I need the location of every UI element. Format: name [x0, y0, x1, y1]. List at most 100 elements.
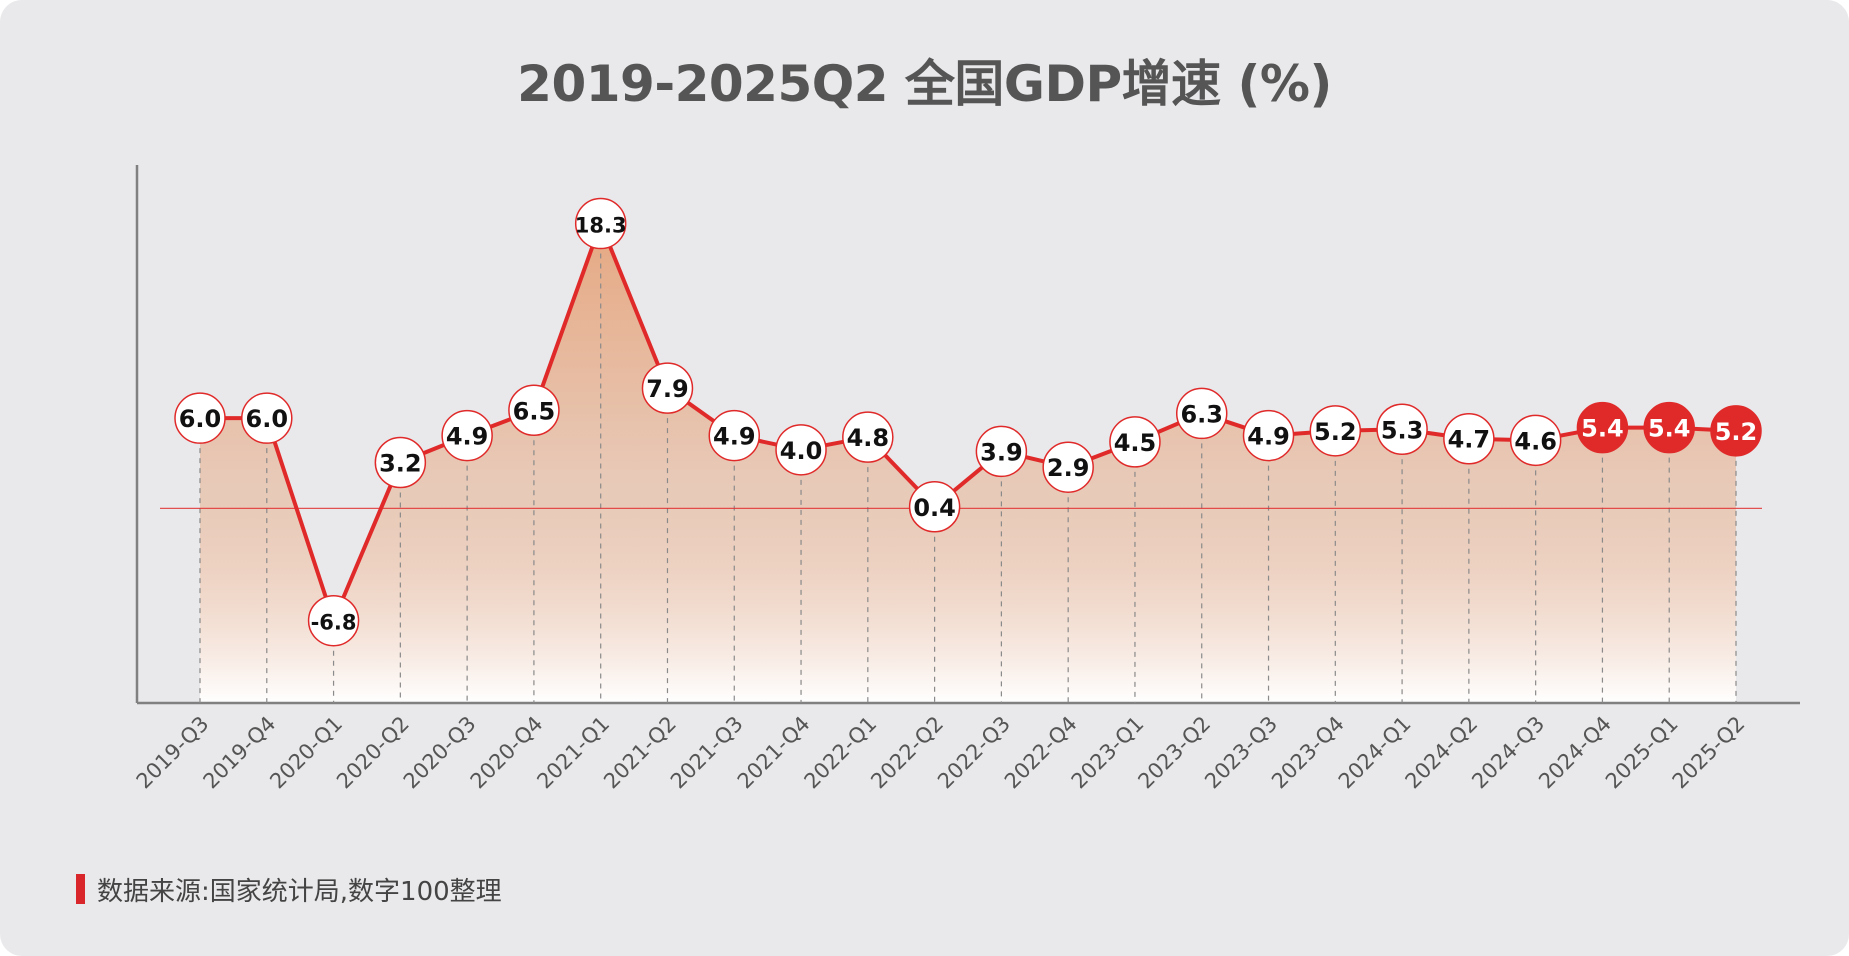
data-label: 6.5	[513, 397, 556, 425]
x-tick-label: 2019-Q3	[132, 712, 214, 794]
x-tick-label: 2024-Q2	[1401, 712, 1483, 794]
data-point-2019-q4: 6.0	[241, 392, 293, 444]
data-point-2024-q1: 5.3	[1376, 403, 1428, 456]
data-point-2022-q3: 3.9	[975, 425, 1028, 478]
data-point-2020-q1: -6.8	[307, 594, 360, 647]
point-marker	[1309, 405, 1362, 457]
data-point-2023-q2: 6.3	[1175, 387, 1228, 440]
data-point-2024-q3: 4.6	[1509, 414, 1562, 467]
data-label: 7.9	[646, 375, 689, 403]
point-marker	[1710, 405, 1762, 457]
point-marker	[1443, 412, 1495, 465]
data-label: 5.2	[1715, 418, 1758, 446]
data-label: 6.3	[1180, 400, 1223, 428]
point-marker	[1576, 401, 1629, 454]
data-point-2024-q4: 5.4	[1576, 401, 1629, 454]
data-label: -6.8	[311, 611, 357, 635]
x-tick-label: 2024-Q4	[1534, 712, 1616, 794]
data-label: 3.2	[379, 449, 422, 477]
data-point-2023-q4: 5.2	[1309, 405, 1362, 457]
data-label: 5.4	[1581, 415, 1624, 443]
data-label: 6.0	[246, 405, 289, 433]
x-tick-label: 2022-Q4	[1000, 712, 1082, 794]
point-marker	[1242, 409, 1295, 462]
point-marker	[174, 392, 226, 444]
source-marker	[76, 874, 85, 904]
x-tick-label: 2020-Q3	[399, 712, 481, 794]
x-tick-label: 2021-Q1	[532, 712, 614, 794]
x-tick-label: 2020-Q1	[265, 712, 347, 794]
point-marker	[1175, 387, 1228, 440]
data-point-2021-q2: 7.9	[641, 362, 694, 414]
data-label: 0.4	[913, 494, 956, 522]
x-tick-label: 2021-Q4	[733, 712, 815, 794]
data-point-2019-q3: 6.0	[174, 392, 226, 444]
data-point-2022-q2: 0.4	[908, 481, 961, 533]
point-marker	[241, 392, 293, 444]
data-point-2025-q2: 5.2	[1710, 405, 1762, 457]
data-label: 4.6	[1514, 427, 1557, 455]
x-tick-label: 2022-Q2	[866, 712, 948, 794]
point-marker	[307, 594, 360, 647]
data-point-2022-q1: 4.8	[842, 411, 894, 463]
x-tick-label: 2021-Q3	[666, 712, 748, 794]
x-tick-label: 2024-Q1	[1334, 712, 1416, 794]
data-point-2021-q1: 18.3	[574, 197, 627, 250]
x-tick-label: 2023-Q1	[1067, 712, 1149, 794]
x-tick-label: 2020-Q2	[332, 712, 414, 794]
chart-title: 2019-2025Q2 全国GDP增速 (%)	[517, 55, 1332, 113]
data-label: 2.9	[1047, 454, 1090, 482]
data-point-2021-q3: 4.9	[708, 409, 761, 462]
data-label: 4.5	[1114, 429, 1157, 457]
data-label: 4.7	[1448, 426, 1491, 454]
point-marker	[374, 436, 427, 489]
area-fill	[200, 223, 1736, 703]
x-tick-label: 2025-Q2	[1668, 712, 1750, 794]
point-marker	[574, 197, 627, 250]
data-label: 4.0	[780, 437, 823, 465]
data-point-2023-q3: 4.9	[1242, 409, 1295, 462]
x-tick-label: 2019-Q4	[199, 712, 281, 794]
data-label: 4.8	[847, 424, 890, 452]
data-point-2025-q1: 5.4	[1643, 401, 1695, 454]
source-text: 数据来源:国家统计局,数字100整理	[97, 876, 502, 907]
data-point-2020-q4: 6.5	[508, 384, 560, 437]
point-marker	[1109, 416, 1161, 468]
data-label: 3.9	[980, 438, 1023, 466]
data-source: 数据来源:国家统计局,数字100整理	[76, 872, 502, 907]
data-point-2024-q2: 4.7	[1443, 412, 1495, 465]
data-label: 4.9	[446, 423, 489, 451]
point-marker	[1509, 414, 1562, 467]
x-tick-label: 2022-Q3	[933, 712, 1015, 794]
x-tick-label: 2020-Q4	[466, 712, 548, 794]
x-tick-label: 2021-Q2	[599, 712, 681, 794]
x-tick-label: 2023-Q2	[1133, 712, 1215, 794]
data-label: 6.0	[179, 405, 222, 433]
point-marker	[775, 424, 827, 476]
point-marker	[908, 481, 961, 533]
data-point-2021-q4: 4.0	[775, 424, 827, 476]
data-point-2022-q4: 2.9	[1042, 441, 1094, 493]
data-label: 4.9	[1247, 423, 1290, 451]
point-marker	[641, 362, 694, 414]
x-tick-label: 2024-Q3	[1467, 712, 1549, 794]
x-tick-label: 2025-Q1	[1601, 712, 1683, 794]
data-point-2020-q2: 3.2	[374, 436, 427, 489]
point-marker	[508, 384, 560, 437]
data-label: 5.2	[1314, 418, 1357, 446]
data-label: 18.3	[575, 214, 627, 238]
data-label: 4.9	[713, 423, 756, 451]
data-point-2023-q1: 4.5	[1109, 416, 1161, 468]
point-marker	[1643, 401, 1695, 454]
x-tick-label: 2023-Q4	[1267, 712, 1349, 794]
x-tick-label: 2022-Q1	[800, 712, 882, 794]
point-marker	[1042, 441, 1094, 493]
point-marker	[975, 425, 1028, 478]
data-label: 5.3	[1381, 416, 1424, 444]
point-marker	[708, 409, 761, 462]
x-tick-label: 2023-Q3	[1200, 712, 1282, 794]
point-marker	[842, 411, 894, 463]
data-point-2020-q3: 4.9	[441, 409, 493, 462]
